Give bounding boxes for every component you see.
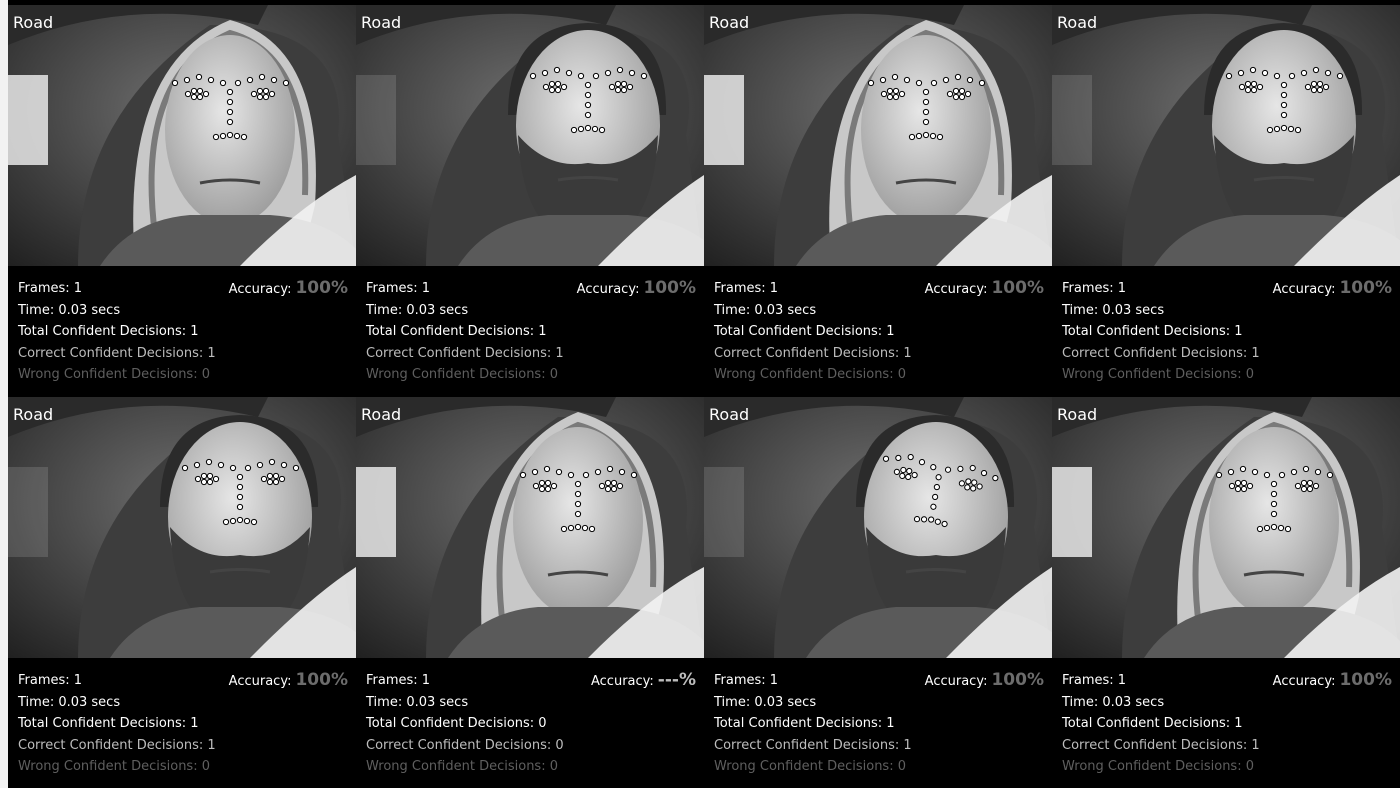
wrong-decisions-stat: Wrong Confident Decisions: 0 (366, 367, 558, 383)
accuracy-stat: Accuracy: 100% (1272, 278, 1392, 298)
correct-decisions-stat: Correct Confident Decisions: 1 (714, 737, 912, 753)
gaze-label: Road (13, 13, 54, 32)
camera-image (1052, 397, 1400, 658)
accuracy-value: 100% (1339, 670, 1392, 690)
stats-panel: Frames: 1 Accuracy: 100% Time: 0.03 secs … (1062, 670, 1392, 778)
driver-camera-frame (704, 5, 1052, 266)
camera-panel: Road Frames: 1 Accuracy: 100% Time: 0.03 … (356, 5, 704, 397)
correct-decisions-stat: Correct Confident Decisions: 1 (1062, 345, 1260, 361)
stats-panel: Frames: 1 Accuracy: 100% Time: 0.03 secs … (18, 278, 348, 386)
correct-decisions-stat: Correct Confident Decisions: 1 (18, 345, 216, 361)
wrong-decisions-stat: Wrong Confident Decisions: 0 (18, 367, 210, 383)
camera-image (356, 5, 704, 266)
camera-image (704, 5, 1052, 266)
correct-decisions-stat: Correct Confident Decisions: 1 (1062, 737, 1260, 753)
stats-panel: Frames: 1 Accuracy: 100% Time: 0.03 secs … (1062, 278, 1392, 386)
camera-image (704, 397, 1052, 658)
gaze-label: Road (361, 13, 402, 32)
gaze-label: Road (361, 405, 402, 424)
time-stat: Time: 0.03 secs (1062, 694, 1165, 710)
total-decisions-stat: Total Confident Decisions: 1 (1062, 716, 1243, 732)
frames-stat: Frames: 1 Accuracy: 100% (18, 670, 348, 692)
wrong-decisions-stat: Wrong Confident Decisions: 0 (1062, 759, 1254, 775)
camera-panel: Road Frames: 1 Accuracy: 100% Time: 0.03 … (8, 5, 356, 397)
frames-stat: Frames: 1 Accuracy: 100% (714, 278, 1044, 300)
accuracy-stat: Accuracy: 100% (1272, 670, 1392, 690)
total-decisions-stat: Total Confident Decisions: 1 (18, 716, 199, 732)
frames-stat: Frames: 1 Accuracy: 100% (714, 670, 1044, 692)
wrong-decisions-stat: Wrong Confident Decisions: 0 (366, 759, 558, 775)
correct-decisions-stat: Correct Confident Decisions: 0 (366, 737, 564, 753)
camera-panel: Road Frames: 1 Accuracy: 100% Time: 0.03 … (1052, 397, 1400, 788)
frames-stat: Frames: 1 Accuracy: 100% (1062, 670, 1392, 692)
stats-panel: Frames: 1 Accuracy: 100% Time: 0.03 secs … (18, 670, 348, 778)
left-edge-strip (0, 0, 8, 788)
driver-camera-frame (8, 397, 356, 658)
gaze-label: Road (1057, 13, 1098, 32)
time-stat: Time: 0.03 secs (18, 302, 121, 318)
camera-image (8, 397, 356, 658)
camera-panel: Road Frames: 1 Accuracy: 100% Time: 0.03 … (704, 5, 1052, 397)
time-stat: Time: 0.03 secs (366, 694, 469, 710)
camera-image (1052, 5, 1400, 266)
stats-panel: Frames: 1 Accuracy: 100% Time: 0.03 secs … (714, 670, 1044, 778)
gaze-label: Road (709, 13, 750, 32)
stats-panel: Frames: 1 Accuracy: ---% Time: 0.03 secs … (366, 670, 696, 778)
camera-panel: Road Frames: 1 Accuracy: 100% Time: 0.03 … (8, 397, 356, 788)
wrong-decisions-stat: Wrong Confident Decisions: 0 (18, 759, 210, 775)
accuracy-value: 100% (991, 278, 1044, 298)
wrong-decisions-stat: Wrong Confident Decisions: 0 (1062, 367, 1254, 383)
accuracy-value: 100% (643, 278, 696, 298)
driver-camera-frame (1052, 397, 1400, 658)
stats-panel: Frames: 1 Accuracy: 100% Time: 0.03 secs … (714, 278, 1044, 386)
accuracy-stat: Accuracy: 100% (924, 278, 1044, 298)
accuracy-stat: Accuracy: ---% (591, 670, 696, 690)
stats-panel: Frames: 1 Accuracy: 100% Time: 0.03 secs … (366, 278, 696, 386)
wrong-decisions-stat: Wrong Confident Decisions: 0 (714, 759, 906, 775)
driver-camera-frame (704, 397, 1052, 658)
time-stat: Time: 0.03 secs (714, 302, 817, 318)
gaze-label: Road (13, 405, 54, 424)
camera-panel: Road Frames: 1 Accuracy: 100% Time: 0.03 … (1052, 5, 1400, 397)
correct-decisions-stat: Correct Confident Decisions: 1 (714, 345, 912, 361)
total-decisions-stat: Total Confident Decisions: 1 (714, 324, 895, 340)
total-decisions-stat: Total Confident Decisions: 0 (366, 716, 547, 732)
gaze-label: Road (1057, 405, 1098, 424)
accuracy-stat: Accuracy: 100% (228, 278, 348, 298)
total-decisions-stat: Total Confident Decisions: 1 (1062, 324, 1243, 340)
accuracy-value: 100% (295, 670, 348, 690)
camera-panel: Road Frames: 1 Accuracy: ---% Time: 0.03 … (356, 397, 704, 788)
total-decisions-stat: Total Confident Decisions: 1 (714, 716, 895, 732)
camera-image (356, 397, 704, 658)
driver-camera-frame (356, 397, 704, 658)
driver-camera-frame (1052, 5, 1400, 266)
time-stat: Time: 0.03 secs (18, 694, 121, 710)
frames-stat: Frames: 1 Accuracy: ---% (366, 670, 696, 692)
total-decisions-stat: Total Confident Decisions: 1 (18, 324, 199, 340)
time-stat: Time: 0.03 secs (714, 694, 817, 710)
wrong-decisions-stat: Wrong Confident Decisions: 0 (714, 367, 906, 383)
driver-camera-frame (356, 5, 704, 266)
correct-decisions-stat: Correct Confident Decisions: 1 (366, 345, 564, 361)
frames-stat: Frames: 1 Accuracy: 100% (366, 278, 696, 300)
camera-grid: Road Frames: 1 Accuracy: 100% Time: 0.03 … (8, 5, 1400, 788)
gaze-label: Road (709, 405, 750, 424)
accuracy-stat: Accuracy: 100% (576, 278, 696, 298)
driver-camera-frame (8, 5, 356, 266)
frames-stat: Frames: 1 Accuracy: 100% (18, 278, 348, 300)
camera-panel: Road Frames: 1 Accuracy: 100% Time: 0.03 … (704, 397, 1052, 788)
accuracy-value: 100% (295, 278, 348, 298)
total-decisions-stat: Total Confident Decisions: 1 (366, 324, 547, 340)
accuracy-value: 100% (1339, 278, 1392, 298)
accuracy-stat: Accuracy: 100% (924, 670, 1044, 690)
correct-decisions-stat: Correct Confident Decisions: 1 (18, 737, 216, 753)
time-stat: Time: 0.03 secs (1062, 302, 1165, 318)
accuracy-value: 100% (991, 670, 1044, 690)
time-stat: Time: 0.03 secs (366, 302, 469, 318)
accuracy-stat: Accuracy: 100% (228, 670, 348, 690)
frames-stat: Frames: 1 Accuracy: 100% (1062, 278, 1392, 300)
accuracy-value: ---% (657, 670, 696, 690)
camera-image (8, 5, 356, 266)
